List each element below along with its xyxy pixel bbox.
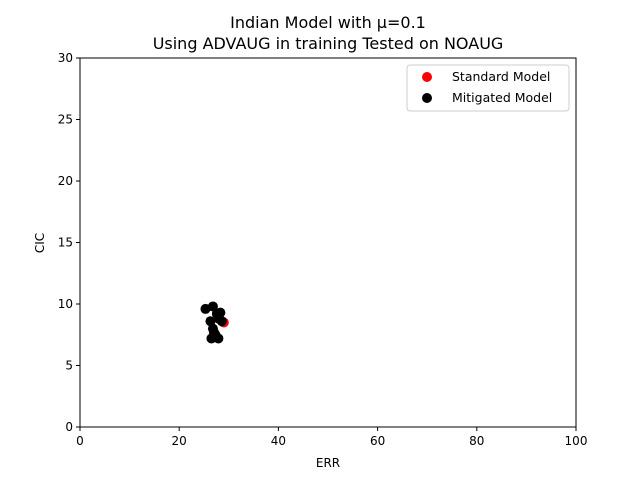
legend-label-standard-model: Standard Model (452, 69, 550, 84)
y-tick-label: 10 (58, 297, 73, 311)
legend-box (406, 64, 570, 112)
data-points (200, 301, 229, 344)
point-mitigated-model (206, 333, 217, 344)
x-axis-ticks: 0 20 40 60 80 100 (76, 427, 587, 448)
x-tick-label: 20 (172, 434, 187, 448)
x-tick-label: 60 (370, 434, 385, 448)
legend-marker-standard-model (422, 72, 432, 82)
x-tick-label: 100 (565, 434, 588, 448)
y-tick-label: 25 (58, 113, 73, 127)
x-tick-label: 80 (469, 434, 484, 448)
legend-marker-mitigated-model (422, 93, 432, 103)
y-tick-label: 15 (58, 236, 73, 250)
chart-title-line-1: Indian Model with μ=0.1 (230, 13, 426, 32)
x-axis-label: ERR (316, 456, 340, 470)
point-mitigated-model (216, 316, 227, 327)
y-axis-ticks: 0 5 10 15 20 25 30 (58, 51, 80, 434)
y-tick-label: 0 (65, 420, 73, 434)
y-tick-label: 30 (58, 51, 73, 65)
y-tick-label: 20 (58, 174, 73, 188)
point-mitigated-model (213, 333, 224, 344)
x-tick-label: 40 (271, 434, 286, 448)
legend: Standard Model Mitigated Model (406, 64, 570, 112)
y-axis-label: CIC (33, 233, 47, 253)
chart-title-line-2: Using ADVAUG in training Tested on NOAUG (153, 34, 504, 53)
x-tick-label: 0 (76, 434, 84, 448)
legend-label-mitigated-model: Mitigated Model (452, 90, 552, 105)
point-mitigated-model (207, 301, 218, 312)
y-tick-label: 5 (65, 359, 73, 373)
